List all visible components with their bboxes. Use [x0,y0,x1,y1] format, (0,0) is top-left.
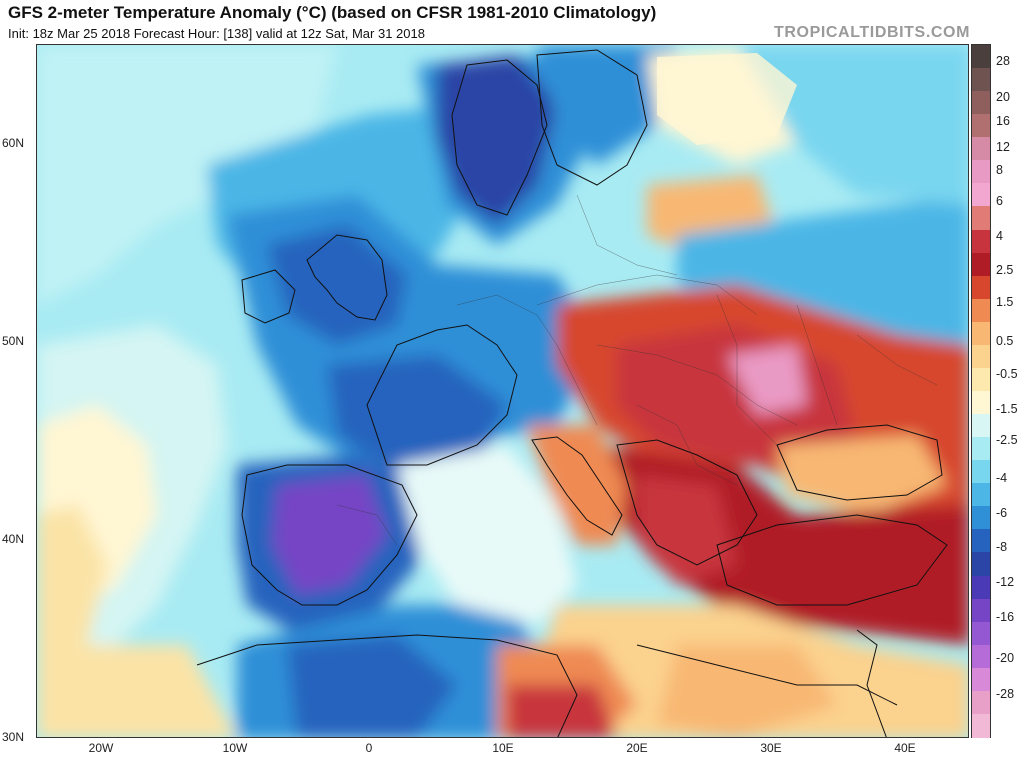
colorbar-segment [972,367,990,392]
colorbar-label: -20 [996,651,1015,665]
map-canvas [37,45,968,737]
colorbar-label: 0.5 [996,334,1014,348]
colorbar-segment [972,183,990,208]
colorbar-segment [972,137,990,161]
colorbar-segment [972,344,990,369]
header: GFS 2-meter Temperature Anomaly (°C) (ba… [0,0,1024,44]
colorbar-label: 20 [996,90,1010,104]
colorbar-label: -16 [996,610,1015,624]
colorbar-segment [972,575,990,600]
colorbar-segment [972,391,990,415]
colorbar-label: 2.5 [996,263,1014,277]
lon-label-0: 0 [365,741,373,755]
colorbar-segment [972,275,990,300]
colorbar-segment [972,160,990,184]
colorbar-segment [972,68,990,92]
lon-label-10e: 10E [492,741,514,755]
colorbar-segment [972,114,990,138]
map-title: GFS 2-meter Temperature Anomaly (°C) (ba… [8,3,657,22]
colorbar-segment [972,298,990,323]
lat-label-30n: 30N [2,730,25,744]
colorbar-label: -0.5 [996,367,1018,381]
colorbar-segment [972,91,990,115]
colorbar-segment [972,229,990,254]
colorbar-label: 16 [996,114,1010,128]
colorbar-label: 8 [996,163,1003,177]
colorbar-segment [972,45,990,69]
colorbar-segment [972,506,990,530]
colorbar-segment [972,529,990,554]
colorbar-label: 6 [996,194,1003,208]
admin-borders [336,194,938,546]
lon-label-40e: 40E [894,741,916,755]
map-subtitle: Init: 18z Mar 25 2018 Forecast Hour: [13… [8,26,425,41]
lat-label-40n: 40N [2,532,25,546]
colorbar-label: -6 [996,506,1008,520]
colorbar-label: -1.5 [996,402,1018,416]
colorbar-segment [972,621,990,646]
brand-watermark: TROPICALTIDBITS.COM [774,24,970,41]
colorbar-label: -4 [996,471,1008,485]
colorbar-label: 1.5 [996,295,1014,309]
colorbar-segment [972,667,990,692]
lat-label-60n: 60N [2,136,25,150]
colorbar-segment [972,206,990,231]
colorbar [971,44,991,738]
colorbar-label: 4 [996,229,1003,243]
colorbar-segment [972,552,990,577]
colorbar-label: -28 [996,687,1015,701]
coastlines [196,49,948,737]
colorbar-label: -2.5 [996,433,1018,447]
colorbar-label: -12 [996,575,1015,589]
colorbar-segment [972,321,990,346]
lon-label-20w: 20W [88,741,114,755]
colorbar-segment [972,460,990,484]
lon-label-20e: 20E [626,741,648,755]
anomaly-map [36,44,969,738]
colorbar-segment [972,690,990,715]
colorbar-segment [972,598,990,623]
colorbar-label: 12 [996,140,1010,154]
colorbar-segment [972,414,990,438]
colorbar-segment [972,713,990,738]
lon-label-30e: 30E [760,741,782,755]
colorbar-segment [972,252,990,277]
colorbar-segment [972,483,990,507]
colorbar-label: -8 [996,540,1008,554]
colorbar-segment [972,644,990,669]
colorbar-label: 28 [996,54,1010,68]
lat-label-50n: 50N [2,334,25,348]
lon-label-10w: 10W [222,741,248,755]
colorbar-segment [972,437,990,461]
